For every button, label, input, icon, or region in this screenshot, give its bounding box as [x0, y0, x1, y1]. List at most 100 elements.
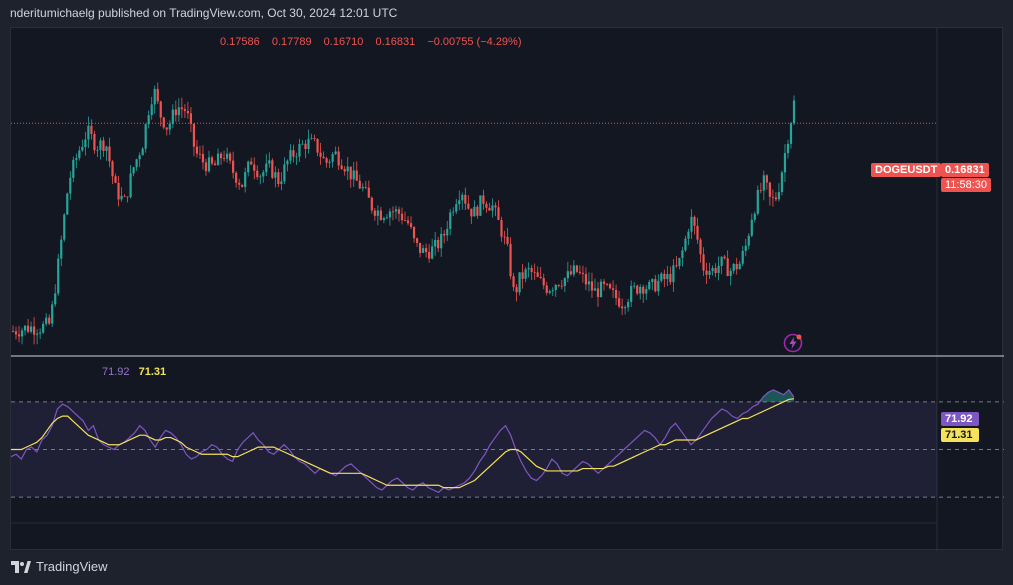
chart-frame[interactable]	[10, 27, 1004, 551]
candle-body	[319, 152, 322, 157]
candle-body	[195, 146, 199, 154]
candle-body	[560, 285, 563, 287]
candle-body	[111, 161, 114, 177]
footer-brand[interactable]: TradingView	[11, 559, 108, 574]
candle-body	[138, 155, 141, 160]
candle-body	[69, 177, 72, 194]
candle-body	[774, 197, 778, 200]
candle-body	[388, 211, 392, 218]
candle-body	[63, 214, 66, 240]
candle-body	[204, 162, 208, 172]
candle-body	[114, 176, 117, 183]
candle-body	[599, 281, 603, 297]
candle-body	[771, 196, 774, 198]
rsi-legend-value: 71.92	[102, 366, 130, 378]
candle-body	[367, 187, 370, 198]
candle-body	[482, 195, 485, 204]
candle-body	[645, 289, 648, 294]
rsi-value-tag: 71.92	[941, 412, 979, 426]
candle-body	[289, 150, 292, 161]
candle-body	[232, 160, 235, 173]
candle-body	[690, 216, 693, 232]
candle-body	[627, 301, 630, 308]
candle-body	[247, 161, 250, 173]
candle-body	[521, 272, 524, 279]
candle-body	[183, 109, 186, 111]
candle-body	[57, 258, 60, 294]
candle-body	[174, 109, 177, 116]
rsi-ma-legend-value: 71.31	[138, 366, 167, 378]
candle-body	[60, 239, 63, 259]
candle-body	[229, 153, 232, 161]
candle-body	[557, 284, 560, 286]
candle-body	[168, 123, 171, 130]
candle-body	[36, 333, 39, 335]
candle-body	[159, 101, 162, 118]
candle-body	[370, 197, 373, 211]
candle-body	[391, 211, 395, 213]
candle-body	[343, 168, 346, 172]
candle-body	[180, 107, 183, 110]
candle-body	[678, 257, 681, 266]
candle-body	[747, 235, 750, 246]
candle-body	[39, 332, 42, 334]
candle-body	[452, 211, 455, 213]
candle-body	[708, 271, 711, 275]
candle-body	[449, 212, 452, 229]
candle-body	[657, 280, 660, 292]
candle-body	[437, 239, 440, 249]
candle-body	[379, 210, 382, 220]
candle-body	[738, 263, 741, 270]
candle-body	[117, 182, 120, 200]
candle-body	[280, 181, 283, 185]
candle-body	[542, 278, 545, 286]
candle-body	[14, 331, 18, 335]
candle-body	[271, 160, 274, 178]
candle-body	[672, 265, 675, 283]
candle-body	[403, 220, 407, 221]
lightning-icon[interactable]	[783, 333, 803, 353]
candle-body	[108, 146, 111, 162]
candle-body	[596, 288, 600, 297]
candle-body	[681, 250, 684, 258]
candle-body	[17, 334, 21, 337]
candle-body	[789, 123, 793, 144]
candle-body	[491, 205, 494, 211]
candle-body	[75, 157, 78, 160]
candle-body	[277, 172, 280, 185]
candle-body	[244, 172, 247, 187]
candle-body	[675, 265, 678, 267]
candle-body	[780, 172, 784, 193]
candle-body	[762, 175, 765, 191]
candle-body	[198, 153, 202, 155]
candle-body	[26, 325, 30, 332]
rsi-legend: 71.92 71.31	[102, 366, 166, 378]
candle-body	[515, 287, 518, 293]
candle-body	[663, 273, 666, 280]
candle-body	[753, 213, 756, 220]
candle-body	[636, 285, 639, 294]
candle-body	[20, 330, 24, 337]
candle-body	[464, 194, 467, 204]
candle-body	[639, 286, 642, 294]
candle-body	[705, 270, 708, 275]
candle-body	[90, 125, 93, 134]
candle-body	[385, 217, 389, 219]
candle-body	[518, 272, 521, 293]
candle-body	[250, 161, 253, 165]
chart-canvas[interactable]	[11, 28, 1004, 551]
rsi-ma-line	[11, 398, 795, 489]
candle-body	[605, 283, 609, 285]
candle-body	[741, 250, 744, 264]
candle-body	[325, 158, 328, 163]
candle-body	[259, 176, 262, 178]
candle-body	[524, 269, 527, 279]
candle-body	[376, 210, 379, 216]
candle-body	[165, 127, 168, 130]
candle-body	[422, 248, 425, 253]
candle-body	[162, 117, 165, 128]
candle-body	[485, 203, 488, 208]
candle-body	[476, 206, 479, 216]
candle-body	[548, 291, 551, 293]
candle-body	[759, 190, 762, 191]
